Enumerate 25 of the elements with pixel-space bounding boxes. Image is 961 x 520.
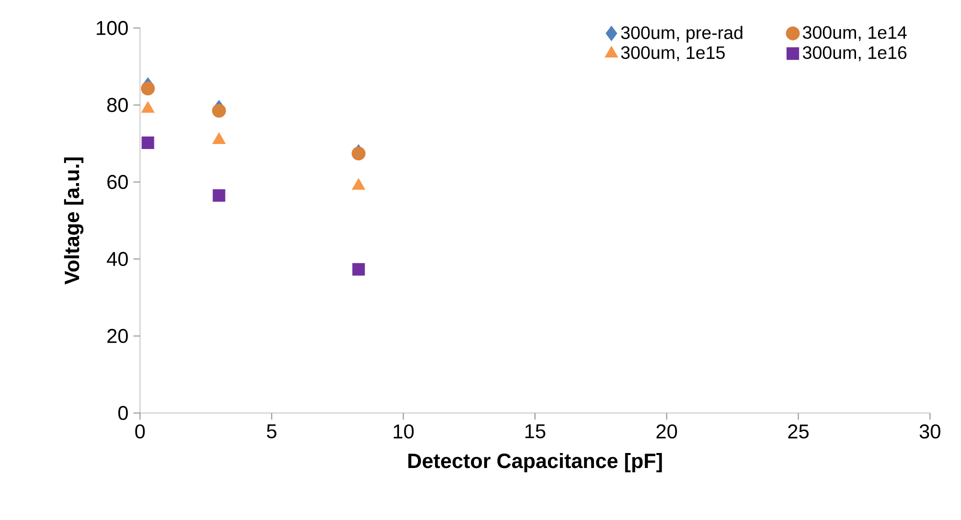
x-tick-label: 10 [394,424,414,439]
y-tick-label: 20 [107,328,128,344]
point [142,136,154,149]
y-tick-label: 0 [118,406,128,420]
x-axis-title: Detector Capacitance [pF] [408,453,662,472]
point [212,104,226,118]
x-tick-label: 5 [266,424,276,438]
y-tick-label: 100 [96,20,128,36]
point [352,146,366,160]
y-tick-label: 60 [107,174,128,190]
legend-label: 300um, 1e15 [621,46,725,62]
y-axis-title: Voltage [a.u.] [64,158,84,284]
x-tick-label: 25 [788,424,809,439]
x-tick-label: 0 [135,424,145,439]
x-tick-label: 15 [525,424,546,438]
y-tick-label: 80 [107,98,128,112]
legend-label: 300um, 1e14 [802,26,907,41]
x-tick-label: 20 [656,424,677,439]
point [352,263,365,276]
point [212,189,226,202]
point [140,81,155,96]
y-tick-label: 40 [106,252,128,266]
legend-label: 300um, pre-rad [621,26,742,43]
legend-label: 300um, 1e16 [802,46,906,62]
x-tick-label: 30 [920,424,940,439]
